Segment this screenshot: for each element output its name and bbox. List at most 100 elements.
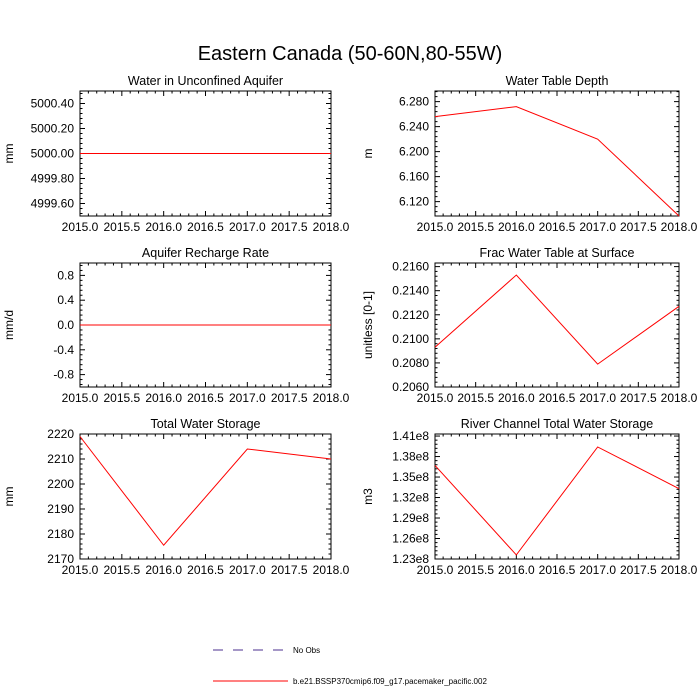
x-tick-label: 2018.0 <box>661 391 698 405</box>
y-tick-label: 0.2060 <box>392 380 429 394</box>
y-tick-label: 1.32e8 <box>392 491 429 505</box>
panel-title: Aquifer Recharge Rate <box>142 246 269 260</box>
series-line <box>434 106 680 217</box>
y-tick-label: 0.2160 <box>392 260 429 274</box>
x-tick-label: 2015.0 <box>417 563 454 577</box>
y-tick-label: 1.23e8 <box>392 552 429 566</box>
y-axis-label: mm <box>2 487 16 507</box>
x-tick-label: 2017.0 <box>579 220 616 234</box>
x-tick-label: 2016.5 <box>539 220 576 234</box>
x-tick-label: 2017.5 <box>271 220 308 234</box>
y-tick-label: 1.26e8 <box>392 532 429 546</box>
x-tick-label: 2018.0 <box>313 391 350 405</box>
y-axis-label: mm/d <box>2 310 16 340</box>
panel-4: Frac Water Table at Surface 2015.0 2015.5 2… <box>361 246 698 405</box>
y-axis-label: m <box>361 149 375 159</box>
y-tick-label: 2210 <box>47 452 74 466</box>
x-tick-label: 2016.0 <box>498 391 535 405</box>
y-tick-label: 5000.20 <box>31 122 75 136</box>
x-tick-label: 2016.0 <box>145 220 182 234</box>
y-tick-label: -0.4 <box>53 343 74 357</box>
x-tick-label: 2016.0 <box>498 563 535 577</box>
x-tick-label: 2016.5 <box>187 391 224 405</box>
x-tick-label: 2016.5 <box>187 563 224 577</box>
y-tick-label: 6.120 <box>399 195 429 209</box>
x-tick-label: 2016.5 <box>187 220 224 234</box>
x-tick-label: 2017.0 <box>579 563 616 577</box>
y-tick-label: 2180 <box>47 527 74 541</box>
x-tick-label: 2016.0 <box>145 391 182 405</box>
x-tick-label: 2018.0 <box>661 563 698 577</box>
y-tick-label: 5000.00 <box>31 147 75 161</box>
y-tick-label: 2190 <box>47 502 74 516</box>
y-tick-label: 6.280 <box>399 95 429 109</box>
y-tick-label: 1.35e8 <box>392 470 429 484</box>
x-tick-label: 2017.5 <box>620 563 657 577</box>
y-tick-label: 2170 <box>47 552 74 566</box>
x-tick-label: 2015.0 <box>62 563 99 577</box>
y-tick-label: 6.200 <box>399 145 429 159</box>
x-tick-label: 2017.5 <box>620 391 657 405</box>
panel-1: Water in Unconfined Aquifer 2015.0 2015.5 2… <box>2 74 350 234</box>
x-tick-label: 2017.0 <box>229 220 266 234</box>
y-axis-label: m3 <box>361 488 375 505</box>
panel-title: Frac Water Table at Surface <box>480 246 635 260</box>
y-tick-label: 4999.60 <box>31 197 75 211</box>
x-tick-label: 2015.0 <box>417 220 454 234</box>
y-tick-label: 1.29e8 <box>392 511 429 525</box>
panel-title: Total Water Storage <box>150 417 260 431</box>
x-tick-label: 2018.0 <box>313 563 350 577</box>
x-tick-label: 2015.5 <box>103 563 140 577</box>
panel-3: Aquifer Recharge Rate 2015.0 2015.5 2016.0 2… <box>2 246 350 405</box>
series-line <box>434 274 680 365</box>
x-tick-label: 2015.5 <box>457 563 494 577</box>
x-tick-label: 2015.0 <box>62 220 99 234</box>
x-tick-label: 2015.5 <box>457 220 494 234</box>
x-tick-label: 2017.5 <box>620 220 657 234</box>
x-tick-label: 2017.0 <box>229 391 266 405</box>
y-tick-label: 0.2080 <box>392 356 429 370</box>
x-tick-label: 2017.0 <box>229 563 266 577</box>
panel-5: Total Water Storage 2015.0 2015.5 2016.0 201… <box>2 417 350 577</box>
y-tick-label: 0.2100 <box>392 332 429 346</box>
panel-2: Water Table Depth 2015.0 2015.5 2016.0 2016.… <box>361 74 698 234</box>
x-tick-label: 2015.0 <box>62 391 99 405</box>
y-tick-label: 2220 <box>47 427 74 441</box>
y-tick-label: 2200 <box>47 477 74 491</box>
x-tick-label: 2018.0 <box>313 220 350 234</box>
x-tick-label: 2018.0 <box>661 220 698 234</box>
x-tick-label: 2015.0 <box>417 391 454 405</box>
y-axis-label: mm <box>2 144 16 164</box>
x-tick-label: 2017.0 <box>579 391 616 405</box>
y-tick-label: 6.160 <box>399 170 429 184</box>
x-tick-label: 2017.5 <box>271 391 308 405</box>
x-tick-label: 2015.5 <box>103 220 140 234</box>
x-tick-label: 2016.0 <box>145 563 182 577</box>
y-tick-label: 5000.40 <box>31 97 75 111</box>
x-tick-label: 2015.5 <box>457 391 494 405</box>
legend-model-label: b.e21.BSSP370cmip6.f09_g17.pacemaker_pac… <box>293 677 487 686</box>
series-line <box>434 446 680 556</box>
panel-title: Water in Unconfined Aquifer <box>128 74 283 88</box>
legend: No Obs b.e21.BSSP370cmip6.f09_g17.pacema… <box>213 646 487 686</box>
panel-title: Water Table Depth <box>506 74 609 88</box>
figure-title: Eastern Canada (50-60N,80-55W) <box>198 43 503 65</box>
x-tick-label: 2017.5 <box>271 563 308 577</box>
y-tick-label: 0.2140 <box>392 284 429 298</box>
x-tick-label: 2016.5 <box>539 563 576 577</box>
y-tick-label: 1.38e8 <box>392 450 429 464</box>
x-tick-label: 2016.5 <box>539 391 576 405</box>
legend-obs-label: No Obs <box>293 646 320 655</box>
series-line <box>79 436 332 547</box>
y-tick-label: 0.0 <box>57 318 74 332</box>
y-tick-label: -0.8 <box>53 368 74 382</box>
y-tick-label: 0.2120 <box>392 308 429 322</box>
y-tick-label: 1.41e8 <box>392 429 429 443</box>
panel-title: River Channel Total Water Storage <box>461 417 654 431</box>
x-tick-label: 2015.5 <box>103 391 140 405</box>
y-tick-label: 0.4 <box>57 293 74 307</box>
